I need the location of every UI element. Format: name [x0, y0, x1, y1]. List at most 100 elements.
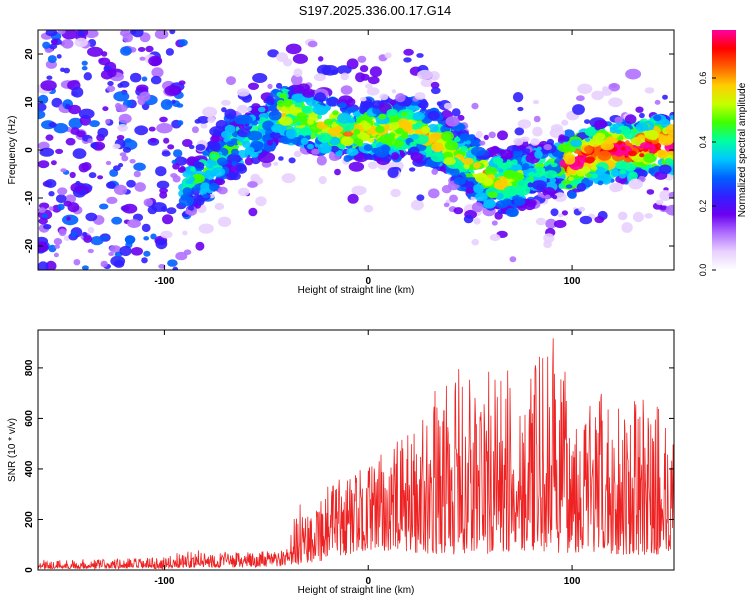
spectrogram-blob: [644, 213, 653, 219]
spectrogram-blob: [669, 115, 674, 120]
spectrogram-blob: [433, 76, 439, 81]
spectrogram-blob: [150, 233, 157, 240]
spectrogram-blob: [126, 100, 133, 105]
spectrogram-blob: [247, 181, 258, 188]
spectrogram-blob: [150, 75, 162, 85]
spectrogram-blob: [283, 58, 293, 67]
snr-panel: -100 0 100 0 200 400 600 800 Height of straigh…: [7, 329, 675, 596]
spectrogram-blob: [159, 116, 168, 123]
snr-y-tick-label: 200: [24, 511, 35, 528]
spectrogram-blob: [500, 149, 513, 160]
spectrogram-blob: [654, 152, 659, 158]
spectrogram-y-tick-label: -10: [24, 190, 35, 205]
spectrogram-blob: [106, 181, 116, 189]
spectrogram-blob: [614, 116, 623, 124]
spectrogram-blob: [299, 127, 310, 136]
spectrogram-x-ticks: -100 0 100: [154, 30, 581, 287]
spectrogram-blob: [356, 119, 361, 124]
spectrogram-blob: [347, 193, 359, 204]
spectrogram-blob: [363, 153, 373, 160]
spectrogram-blob: [359, 65, 369, 73]
spectrogram-blob: [296, 112, 307, 119]
spectrogram-blob: [400, 111, 408, 117]
spectrogram-blob: [210, 142, 221, 152]
spectrogram-blob: [527, 182, 533, 188]
spectrogram-blob: [503, 198, 512, 204]
spectrogram-blob: [51, 160, 57, 166]
spectrogram-blob: [658, 164, 672, 175]
spectrogram-blob: [130, 247, 143, 256]
spectrogram-blob: [145, 45, 154, 53]
spectrogram-blob: [608, 97, 623, 108]
spectrogram-blob: [581, 166, 590, 174]
spectrogram-blob: [182, 170, 195, 178]
spectrogram-blob: [172, 266, 179, 270]
spectrogram-blob: [90, 143, 97, 149]
spectrogram-blob: [564, 154, 576, 165]
spectrogram-blob: [346, 106, 357, 113]
spectrogram-blob: [378, 113, 387, 120]
spectrogram-blob: [643, 153, 657, 163]
colorbar-ticks: 0.0 0.2 0.4 0.6: [698, 72, 716, 276]
spectrogram-blob: [409, 141, 417, 148]
spectrogram-blob: [484, 166, 498, 176]
spectrogram-blob: [211, 167, 226, 177]
spectrogram-blob: [77, 30, 85, 37]
spectrogram-blob: [113, 184, 128, 195]
snr-y-ticks: 0 200 400 600 800: [24, 359, 674, 573]
spectrogram-blob: [119, 245, 132, 257]
spectrogram-blob: [584, 137, 591, 142]
spectrogram-blob: [338, 144, 346, 150]
spectrogram-blob: [333, 125, 344, 133]
spectrogram-blob: [134, 125, 149, 136]
spectrogram-blob: [273, 161, 279, 166]
snr-y-tick-label: 0: [24, 567, 35, 573]
spectrogram-blob: [460, 145, 468, 153]
spectrogram-blob: [492, 157, 504, 165]
spectrogram-blob: [535, 217, 547, 226]
spectrogram-blob: [98, 57, 111, 66]
spectrogram-blob: [431, 87, 441, 95]
spectrogram-blob: [597, 180, 604, 186]
spectrogram-blob: [340, 72, 349, 81]
spectrogram-blob: [199, 188, 207, 196]
spectrogram-blob: [183, 249, 192, 255]
spectrogram-blob: [54, 244, 60, 249]
spectrogram-blob: [238, 123, 244, 129]
spectrogram-blob: [532, 126, 543, 137]
spectrogram-blob: [367, 161, 378, 170]
spectrogram-blob: [471, 238, 480, 246]
spectrogram-blob: [368, 76, 380, 85]
spectrogram-blob: [172, 163, 180, 170]
spectrogram-blob: [534, 150, 543, 159]
spectrogram-blob: [57, 187, 68, 196]
spectrogram-blob: [69, 171, 76, 179]
spectrogram-blob: [107, 81, 114, 86]
spectrogram-blob: [584, 145, 594, 153]
spectrogram-blob: [557, 143, 571, 153]
spectrogram-blob: [130, 72, 142, 83]
spectrogram-blob: [520, 136, 530, 142]
spectrogram-blob: [318, 56, 324, 62]
spectrogram-blob: [210, 135, 220, 144]
spectrogram-blob: [258, 106, 266, 113]
spectrogram-blob: [365, 101, 374, 108]
spectrogram-blob: [182, 187, 192, 196]
spectrogram-blob: [143, 198, 153, 207]
spectrogram-blob: [468, 134, 476, 139]
spectrogram-blob: [52, 39, 59, 45]
spectrogram-blob: [559, 160, 567, 168]
spectrogram-blob: [475, 130, 483, 139]
spectrogram-blob: [248, 207, 258, 217]
spectrogram-blob: [470, 146, 486, 157]
spectrogram-blob: [167, 259, 178, 267]
spectrogram-blob: [363, 144, 373, 152]
spectrogram-blob: [122, 32, 133, 43]
spectrogram-blob: [579, 215, 593, 225]
spectrogram-blob: [668, 191, 674, 199]
spectrogram-blob: [105, 119, 111, 124]
spectrogram-blob: [615, 160, 628, 170]
spectrogram-blob: [215, 119, 228, 130]
colorbar: 0.0 0.2 0.4 0.6 Normalized spectral amplitu…: [698, 30, 748, 276]
